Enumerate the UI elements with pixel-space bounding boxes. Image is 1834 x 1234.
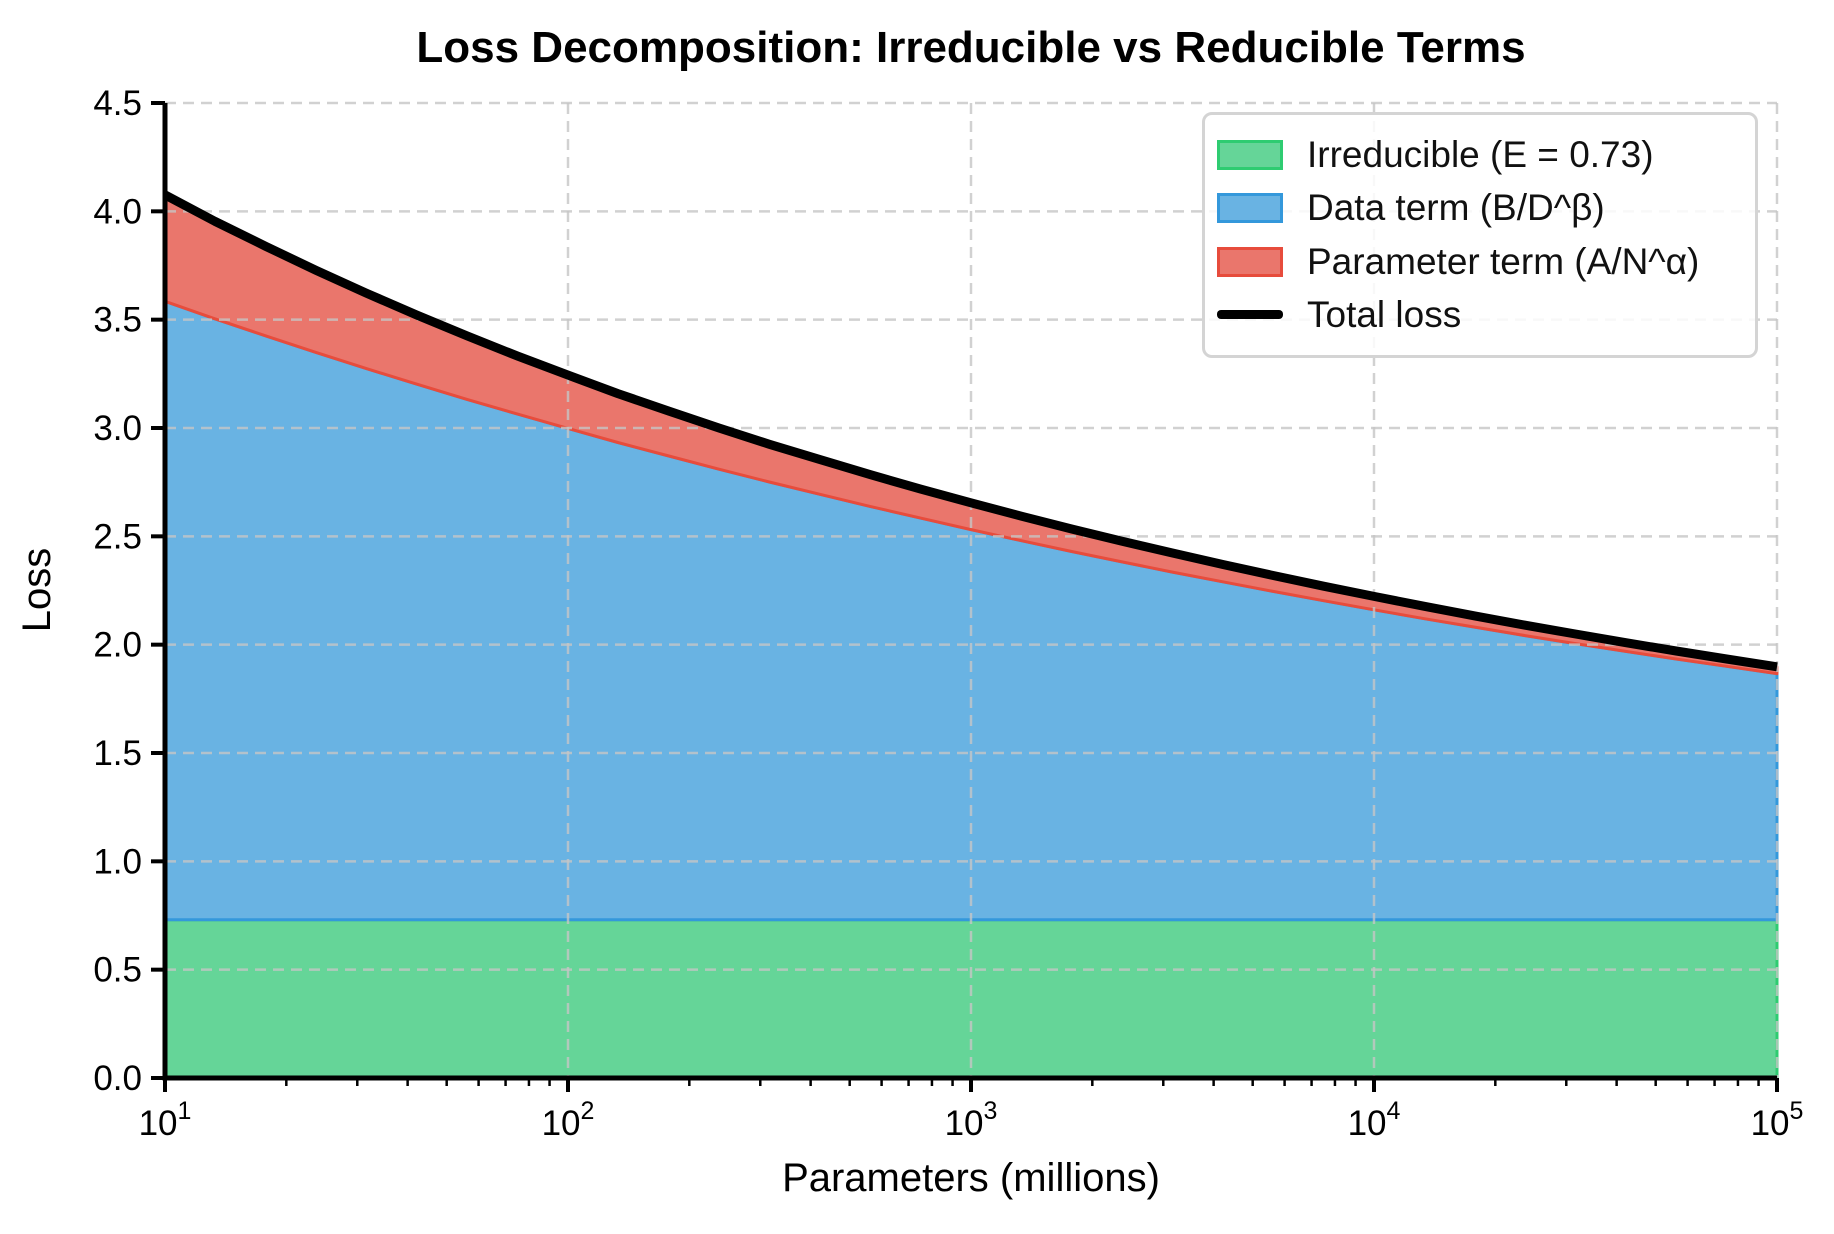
- area-irreducible: [163, 918, 1779, 1080]
- chart-title: Loss Decomposition: Irreducible vs Reduc…: [416, 23, 1525, 72]
- legend-item-irreducible: Irreducible (E = 0.73): [1217, 134, 1745, 176]
- legend-item-total-loss: Total loss: [1217, 294, 1745, 336]
- legend-label-data-term: Data term (B/D^β): [1307, 187, 1605, 229]
- tick-label-y-0.5: 0.5: [93, 951, 142, 990]
- tick-label-y-1.5: 1.5: [93, 734, 142, 773]
- legend-label-irreducible: Irreducible (E = 0.73): [1307, 134, 1654, 176]
- tick-label-x-10e3: 103: [945, 1097, 998, 1143]
- tick-label-y-3.5: 3.5: [93, 301, 142, 340]
- legend-line-total-loss: [1217, 310, 1283, 320]
- legend-swatch-irreducible: [1217, 140, 1283, 171]
- tick-label-y-2.5: 2.5: [93, 517, 142, 556]
- tick-label-y-0.0: 0.0: [93, 1059, 142, 1098]
- tick-label-y-2.0: 2.0: [93, 626, 142, 665]
- tick-label-y-1.0: 1.0: [93, 842, 142, 881]
- legend-item-data-term: Data term (B/D^β): [1217, 187, 1745, 229]
- tick-label-y-3.0: 3.0: [93, 409, 142, 448]
- total-loss-line: [162, 190, 1778, 672]
- legend-item-parameter-term: Parameter term (A/N^α): [1217, 241, 1745, 283]
- legend-label-total-loss: Total loss: [1307, 293, 1462, 335]
- legend-swatch-parameter-term: [1217, 246, 1283, 277]
- tick-label-x-10e5: 105: [1751, 1097, 1804, 1143]
- tick-label-x-10e2: 102: [542, 1097, 595, 1143]
- legend: Irreducible (E = 0.73) Data term (B/D^β)…: [1202, 112, 1758, 358]
- y-axis-label: Loss: [15, 548, 59, 633]
- tick-label-y-4.0: 4.0: [93, 192, 142, 231]
- tick-label-x-10e1: 101: [139, 1097, 192, 1143]
- tick-label-y-4.5: 4.5: [93, 84, 142, 123]
- tick-label-x-10e4: 104: [1348, 1097, 1401, 1143]
- plot-area: 0.0 0.5 1.0 1.5 2.0 2.5 3.0 3.5 4.0 4.5 101 102 103 1…: [93, 84, 1803, 1143]
- legend-label-parameter-term: Parameter term (A/N^α): [1307, 240, 1700, 282]
- legend-swatch-data-term: [1217, 193, 1283, 224]
- x-axis-label: Parameters (millions): [782, 1156, 1160, 1200]
